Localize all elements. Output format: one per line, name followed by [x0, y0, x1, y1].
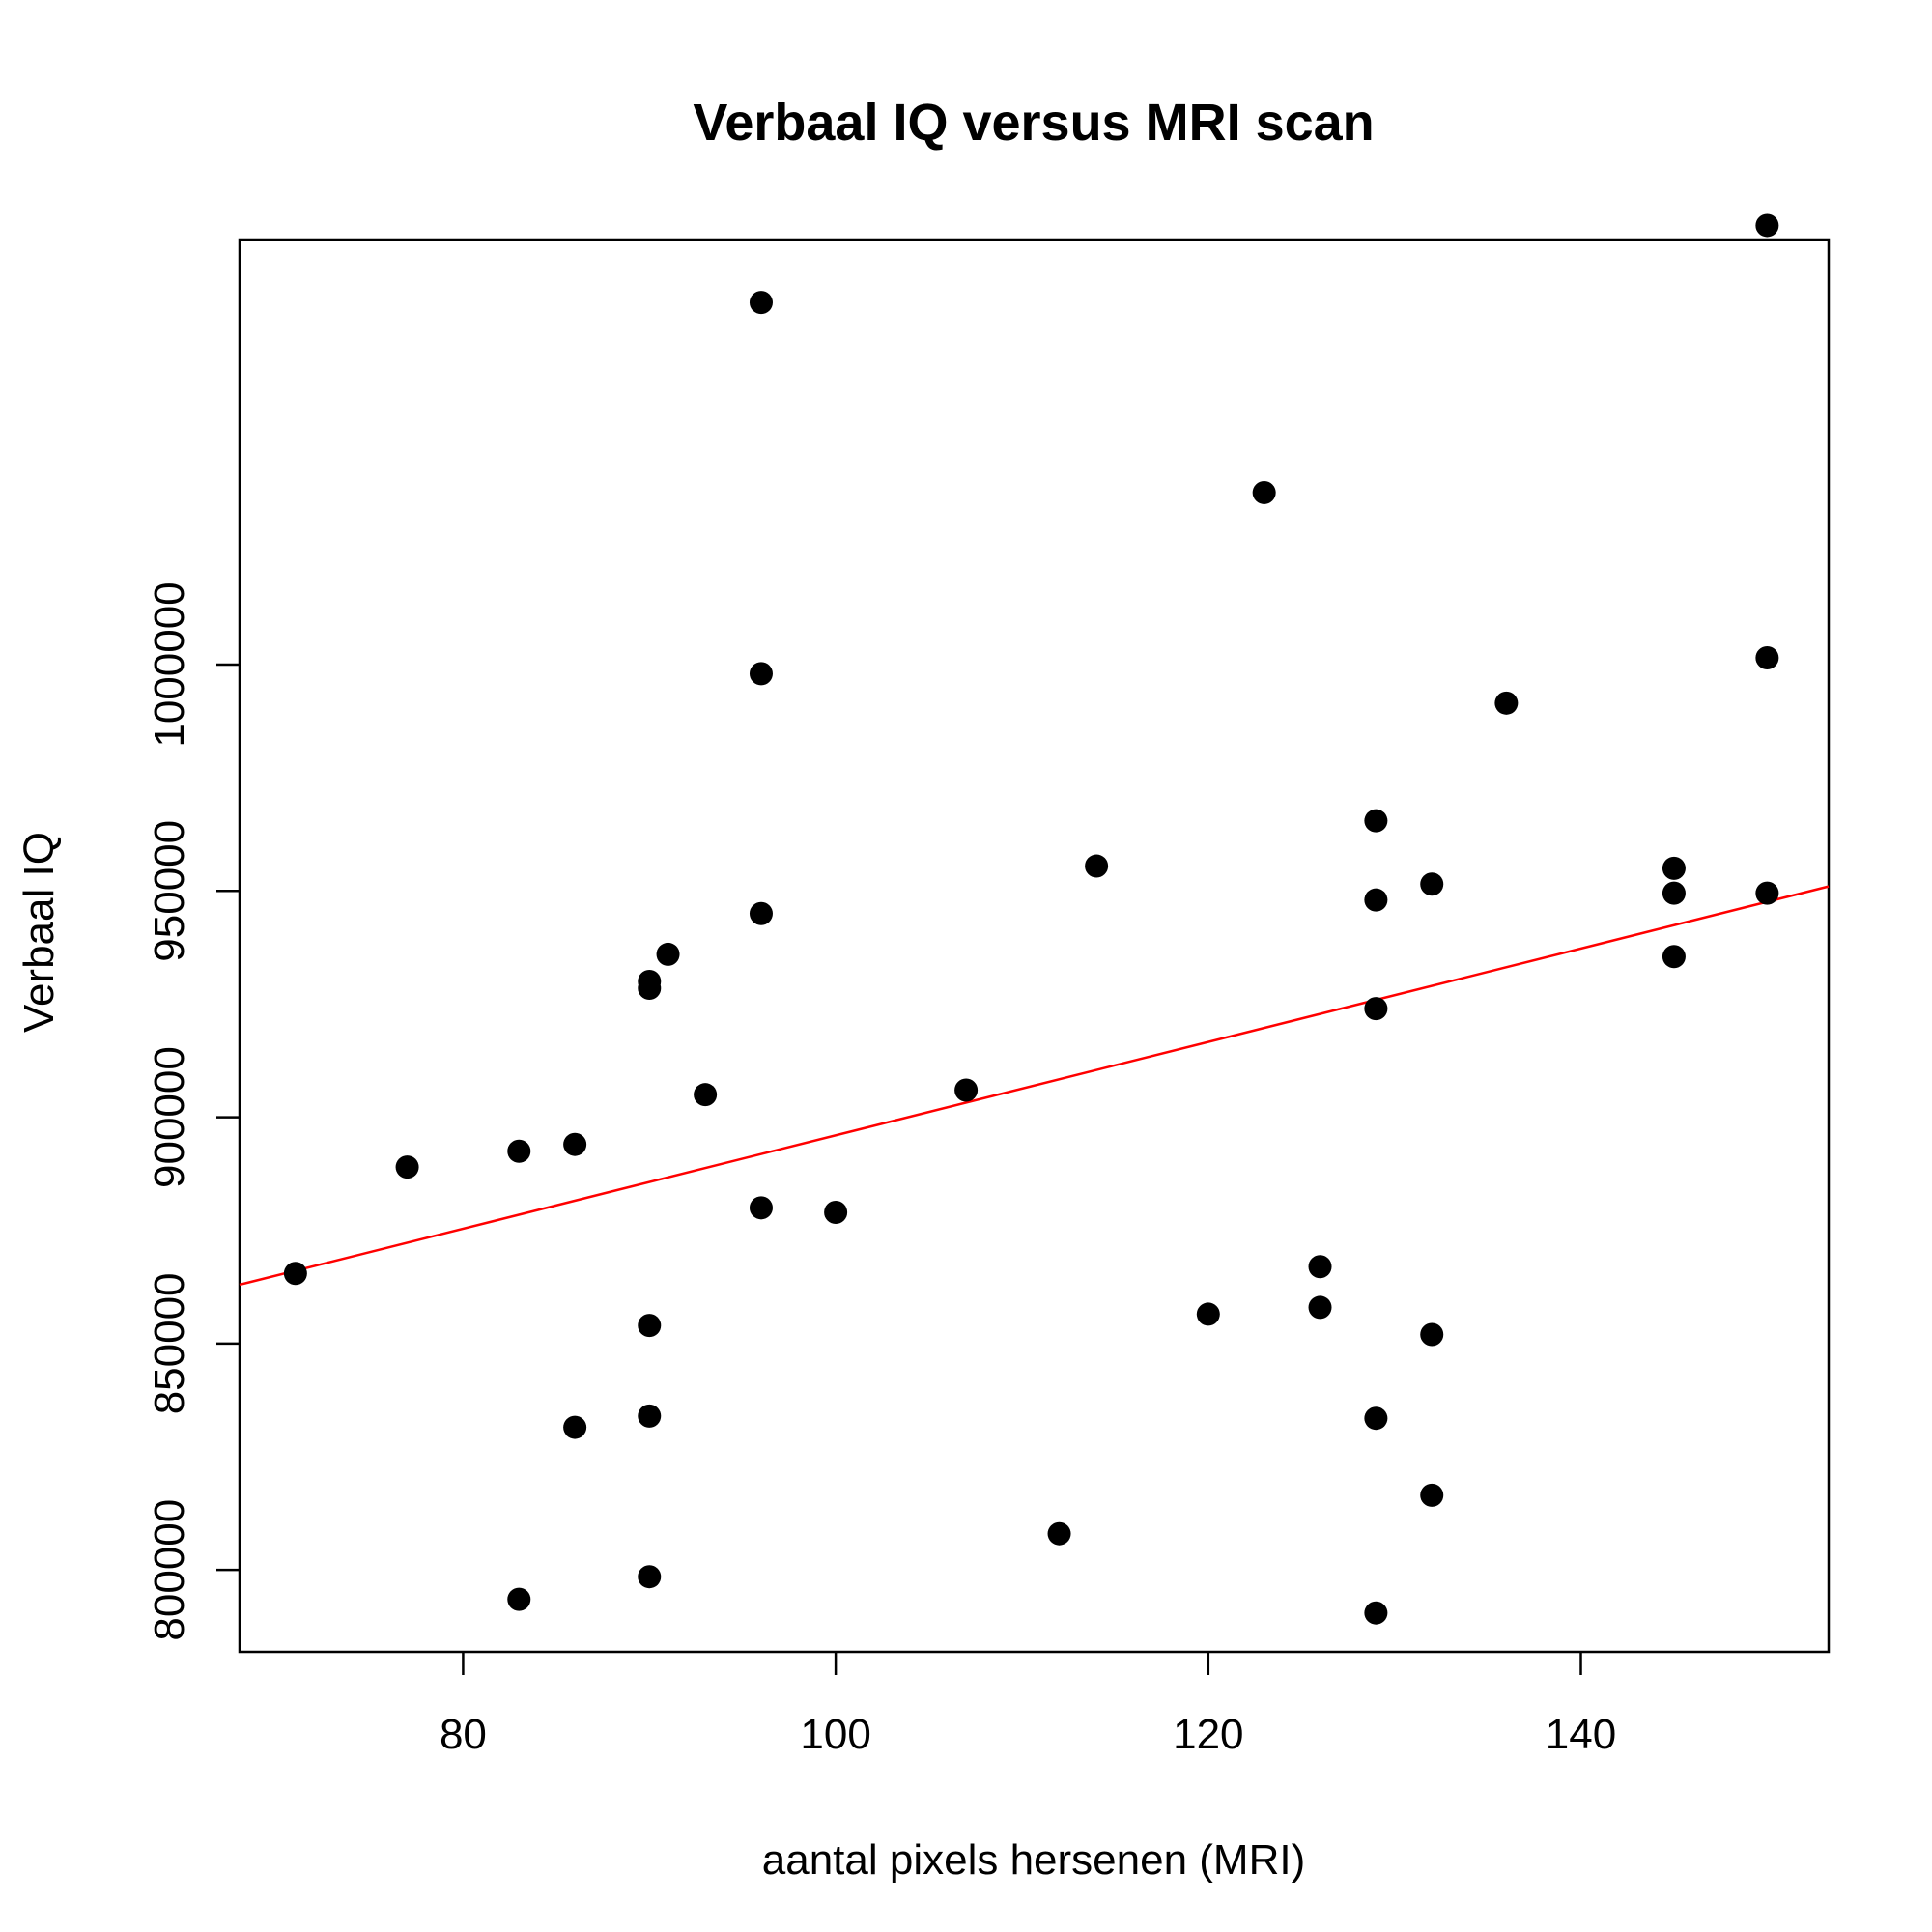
data-point	[824, 1200, 848, 1224]
data-point	[1662, 856, 1686, 880]
data-point	[638, 1404, 662, 1428]
data-point	[1494, 691, 1519, 715]
data-point	[283, 1262, 307, 1286]
x-axis-label: aantal pixels hersenen (MRI)	[762, 1836, 1305, 1884]
data-point	[1364, 997, 1388, 1021]
data-point	[749, 662, 773, 686]
data-point	[656, 942, 680, 966]
regression-layer	[239, 885, 1830, 1287]
data-point	[1662, 881, 1686, 905]
data-point	[507, 1587, 531, 1611]
data-point	[563, 1415, 587, 1439]
y-axis: 800000 850000 900000 950000 1000000	[146, 582, 240, 1641]
data-point	[638, 1314, 662, 1338]
y-tick-label: 900000	[146, 1046, 193, 1188]
y-axis-label: Verbaal IQ	[15, 832, 63, 1033]
data-point	[1662, 945, 1686, 969]
y-tick-label: 1000000	[146, 582, 193, 747]
data-points	[283, 213, 1779, 1625]
data-point	[1308, 1295, 1332, 1320]
regression-line	[239, 885, 1830, 1287]
x-tick-label: 80	[440, 1711, 487, 1758]
data-point	[638, 977, 662, 1001]
data-point	[507, 1139, 531, 1163]
data-point	[1085, 854, 1109, 878]
chart-title: Verbaal IQ versus MRI scan	[693, 94, 1374, 152]
data-point	[749, 901, 773, 925]
data-point	[1364, 809, 1388, 833]
data-point	[1755, 213, 1779, 238]
data-point	[1196, 1302, 1220, 1326]
data-point	[954, 1078, 979, 1102]
data-point	[395, 1155, 419, 1179]
data-point	[563, 1132, 587, 1156]
y-tick-label: 950000	[146, 820, 193, 962]
data-point	[1364, 1601, 1388, 1625]
x-tick-label: 100	[800, 1711, 870, 1758]
data-point	[1420, 872, 1444, 896]
x-tick-label: 120	[1173, 1711, 1243, 1758]
data-point	[1364, 888, 1388, 912]
data-point	[694, 1083, 718, 1107]
data-point	[1364, 1406, 1388, 1431]
data-point	[1755, 881, 1779, 905]
data-point	[749, 1196, 773, 1220]
x-axis: 80 100 120 140	[440, 1652, 1616, 1758]
data-point	[1308, 1255, 1332, 1279]
data-point	[1420, 1483, 1444, 1507]
data-point	[1047, 1521, 1071, 1546]
data-point	[749, 291, 773, 315]
data-point	[1252, 480, 1276, 504]
data-point	[1420, 1322, 1444, 1347]
data-point	[1755, 645, 1779, 669]
data-point	[638, 1565, 662, 1589]
y-tick-label: 800000	[146, 1499, 193, 1641]
x-tick-label: 140	[1546, 1711, 1616, 1758]
y-tick-label: 850000	[146, 1272, 193, 1414]
plot-frame	[238, 238, 1831, 1654]
